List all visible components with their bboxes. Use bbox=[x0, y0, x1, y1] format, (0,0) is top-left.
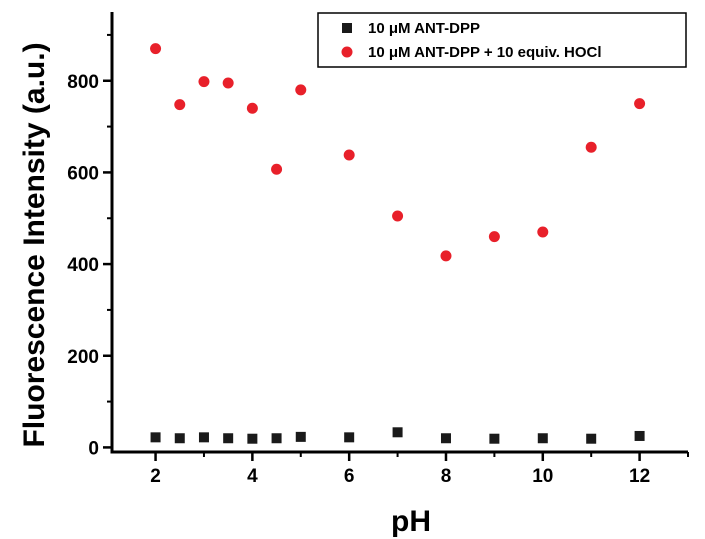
data-point-circle bbox=[585, 141, 597, 153]
data-point-circle bbox=[343, 149, 355, 161]
data-point-square bbox=[586, 433, 597, 444]
y-tick-label: 800 bbox=[67, 72, 99, 93]
y-tick-label: 200 bbox=[67, 347, 99, 368]
data-point-circle bbox=[295, 84, 307, 96]
data-point-circle bbox=[174, 99, 186, 111]
data-point-circle bbox=[198, 76, 210, 88]
data-point-square bbox=[198, 432, 209, 443]
data-point-square bbox=[489, 433, 500, 444]
data-point-square bbox=[150, 432, 161, 443]
data-point-circle bbox=[150, 43, 162, 55]
y-tick-label: 600 bbox=[67, 163, 99, 184]
x-tick-label: 10 bbox=[532, 466, 553, 487]
data-point-square bbox=[440, 433, 451, 444]
x-tick-label: 2 bbox=[150, 466, 161, 487]
x-tick-label: 4 bbox=[247, 466, 258, 487]
data-point-circle bbox=[271, 163, 283, 175]
legend-box bbox=[317, 12, 687, 68]
axes bbox=[110, 12, 688, 454]
data-point-square bbox=[634, 430, 645, 441]
x-tick-label: 6 bbox=[344, 466, 355, 487]
legend-marker-square bbox=[342, 23, 352, 33]
legend: 10 μM ANT-DPP 10 μM ANT-DPP + 10 equiv. H… bbox=[317, 12, 687, 68]
y-tick-label: 400 bbox=[67, 255, 99, 276]
data-point-square bbox=[223, 433, 234, 444]
legend-marker-circle bbox=[341, 46, 353, 58]
data-point-circle bbox=[440, 250, 452, 262]
data-point-square bbox=[537, 433, 548, 444]
y-axis-label: Fluorescence Intensity (a.u.) bbox=[18, 42, 51, 447]
data-point-circle bbox=[222, 77, 234, 89]
data-point-circle bbox=[634, 98, 646, 110]
data-point-square bbox=[344, 432, 355, 443]
data-point-circle bbox=[537, 226, 549, 238]
legend-label: 10 μM ANT-DPP + 10 equiv. HOCl bbox=[368, 44, 602, 61]
data-point-square bbox=[174, 433, 185, 444]
y-tick-label: 0 bbox=[88, 438, 99, 459]
legend-label: 10 μM ANT-DPP bbox=[368, 20, 480, 37]
data-point-square bbox=[271, 433, 282, 444]
data-point-square bbox=[392, 427, 403, 438]
x-tick-label: 8 bbox=[441, 466, 452, 487]
x-tick-label: 12 bbox=[629, 466, 650, 487]
data-point-square bbox=[247, 433, 258, 444]
data-point-circle bbox=[392, 210, 404, 222]
ticks: 2 4 6 8 10 12 0 200 400 600 800 bbox=[67, 33, 689, 487]
data-point-circle bbox=[488, 231, 500, 243]
data-points bbox=[150, 43, 646, 444]
x-axis-label: pH bbox=[391, 505, 431, 538]
data-point-circle bbox=[246, 102, 258, 114]
data-point-square bbox=[295, 431, 306, 442]
